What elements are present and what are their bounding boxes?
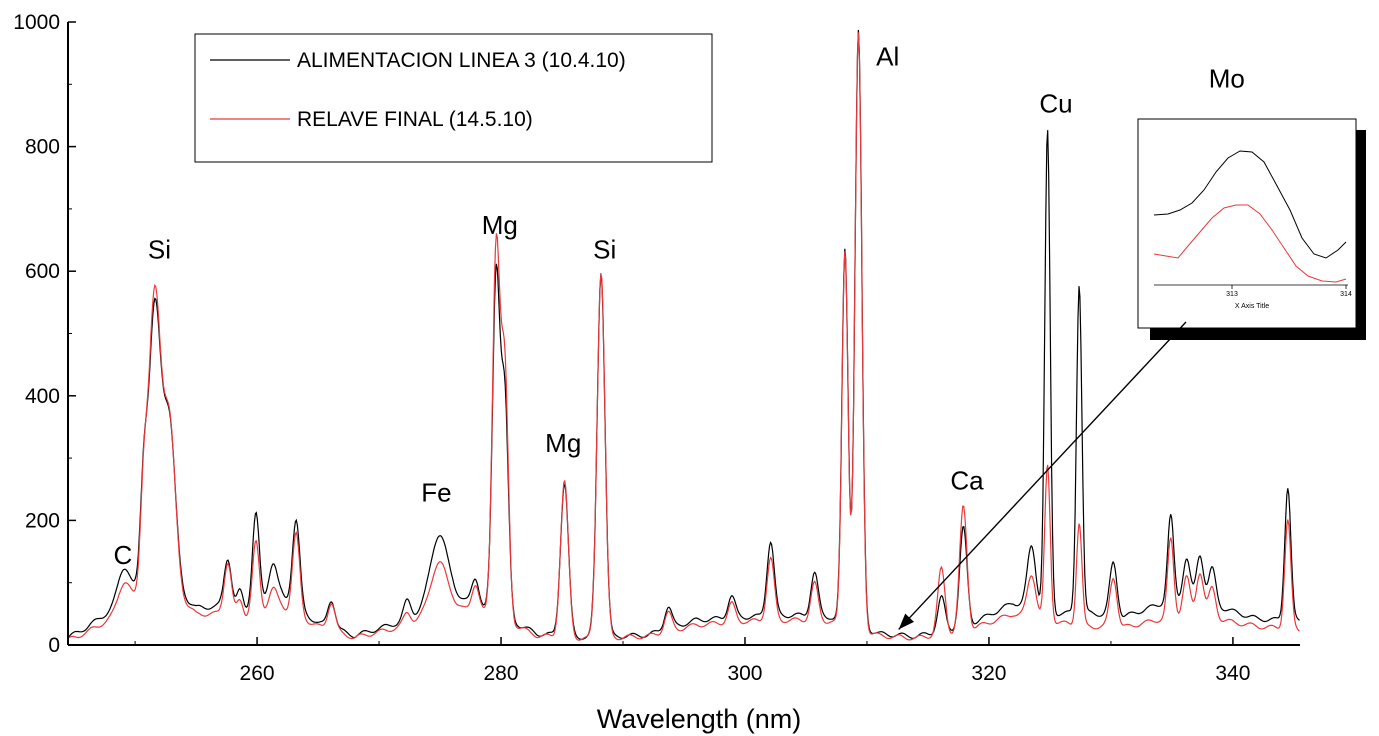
element-labels: C Si Fe Mg Mg Si Al Ca Cu Mo	[114, 42, 1245, 570]
x-tick-label: 340	[1215, 662, 1250, 685]
y-tick-label: 0	[48, 634, 60, 657]
element-label-si: Si	[148, 235, 171, 265]
mo-inset: 313 314 X Axis Title	[1137, 118, 1366, 340]
inset-tick-label-314: 314	[1340, 291, 1352, 298]
series-line-relave	[68, 32, 1300, 641]
series-line-alimentacion	[68, 29, 1300, 641]
x-tick-label: 280	[484, 662, 519, 685]
legend-label-alimentacion: ALIMENTACION LINEA 3 (10.4.10)	[297, 49, 626, 72]
inset-curve-relave	[1153, 204, 1347, 283]
element-label-mg: Mg	[545, 428, 581, 458]
element-label-c: C	[114, 540, 133, 570]
inset-pointer-arrowhead	[898, 613, 914, 630]
element-label-si: Si	[593, 235, 616, 265]
element-label-ca: Ca	[950, 465, 984, 495]
y-tick-label: 400	[25, 385, 60, 408]
element-label-al: Al	[876, 42, 899, 72]
inset-curve-alimentacion	[1153, 150, 1347, 259]
y-tick-label: 600	[25, 260, 60, 283]
element-label-cu: Cu	[1039, 88, 1072, 118]
inset-x-axis-title: X Axis Title	[1235, 303, 1269, 310]
y-tick-label: 800	[25, 136, 60, 159]
element-label-mo: Mo	[1209, 63, 1245, 93]
inset-frame	[1137, 118, 1357, 329]
series-layer	[68, 29, 1300, 641]
y-tick-label: 1000	[13, 11, 60, 34]
x-tick-label: 260	[240, 662, 275, 685]
inset-pointer-line	[898, 321, 1187, 630]
element-label-mg: Mg	[482, 210, 518, 240]
y-tick-label: 200	[25, 509, 60, 532]
x-axis-label: Wavelength (nm)	[597, 704, 802, 734]
legend-label-relave: RELAVE FINAL (14.5.10)	[297, 108, 533, 131]
x-tick-label: 300	[727, 662, 762, 685]
legend-box	[194, 33, 713, 163]
x-tick-label: 320	[971, 662, 1006, 685]
axes: 0 200 400 600 800 1000 260 280 300 320 340 Waveleng…	[13, 11, 1300, 734]
element-label-fe: Fe	[421, 478, 451, 508]
inset-tick-label-313: 313	[1226, 291, 1238, 298]
legend: ALIMENTACION LINEA 3 (10.4.10) RELAVE FI…	[194, 33, 713, 163]
